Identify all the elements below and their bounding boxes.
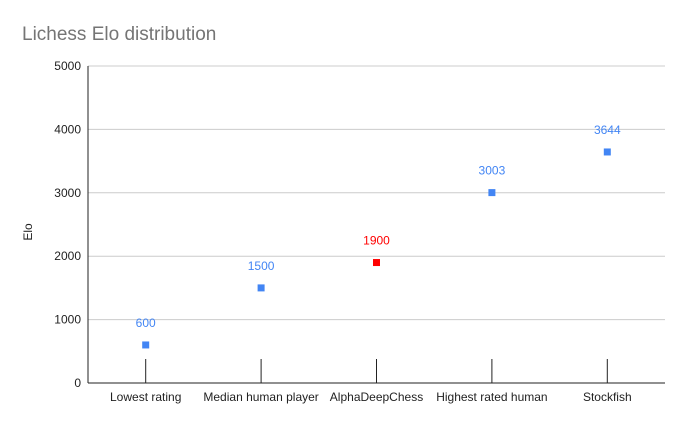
data-point — [488, 189, 496, 197]
data-point — [257, 284, 265, 292]
data-points — [142, 148, 611, 349]
data-label: 1500 — [248, 259, 275, 273]
axes — [87, 66, 665, 384]
x-tick-label: Highest rated human — [436, 390, 547, 404]
chart-title: Lichess Elo distribution — [22, 24, 216, 45]
x-tick-label: Stockfish — [583, 390, 632, 404]
tick-labels: 0 1000 2000 3000 4000 5000 Lowest rating Median… — [54, 59, 631, 404]
y-tick-label: 5000 — [54, 59, 81, 73]
y-tick-label: 2000 — [54, 249, 81, 263]
y-tick-label: 3000 — [54, 186, 81, 200]
y-tick-label: 0 — [74, 376, 81, 390]
data-label: 600 — [136, 316, 156, 330]
y-tick-label: 1000 — [54, 313, 81, 327]
data-point — [373, 259, 380, 267]
x-tick-label: Lowest rating — [110, 390, 181, 404]
x-tick-label: Median human player — [203, 390, 318, 404]
data-point — [142, 341, 150, 349]
y-axis-label: Elo — [21, 223, 35, 241]
x-tick-label: AlphaDeepChess — [330, 390, 423, 404]
data-label: 3003 — [479, 164, 506, 178]
gridlines — [88, 65, 665, 321]
y-tick-label: 4000 — [54, 122, 81, 136]
data-point — [603, 148, 611, 156]
data-label: 1900 — [363, 234, 390, 248]
data-labels: 600 1500 1900 3003 3644 — [136, 123, 621, 330]
data-label: 3644 — [594, 123, 621, 137]
